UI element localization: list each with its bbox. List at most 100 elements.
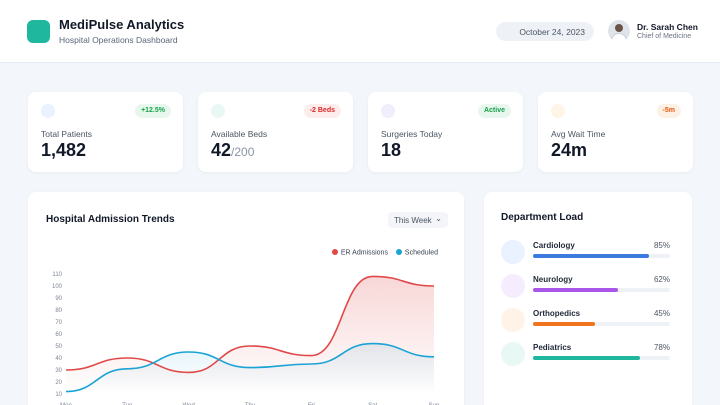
dept-progress: [533, 288, 670, 292]
y-tick-label: 20: [55, 380, 62, 386]
legend-item-scheduled[interactable]: Scheduled: [395, 249, 438, 257]
baby-icon: [501, 342, 525, 366]
app-logo[interactable]: [27, 20, 50, 43]
legend-label: ER Admissions: [340, 249, 388, 257]
stat-number: 42: [211, 140, 232, 160]
avatar[interactable]: [608, 20, 630, 42]
data-point[interactable]: [124, 355, 130, 361]
stat-number: 18: [381, 140, 402, 160]
stat-value: 18: [381, 140, 401, 161]
series-area-er: [66, 276, 434, 394]
stat-card-avg-wait-time[interactable]: -5m Avg Wait Time 24m: [538, 92, 693, 172]
dept-name: Cardiology: [533, 241, 575, 250]
top-header: MediPulse Analytics Hospital Operations …: [0, 0, 720, 63]
stat-badge: +12.5%: [135, 104, 171, 118]
range-dropdown[interactable]: This Week ⌄: [388, 212, 448, 228]
x-tick-label: Sun: [429, 403, 440, 405]
dept-row-pediatrics[interactable]: Pediatrics 78%: [501, 342, 676, 368]
y-tick-label: 100: [52, 284, 63, 290]
dept-progress-fill: [533, 254, 650, 258]
stat-label: Surgeries Today: [381, 129, 443, 139]
users-icon: [41, 104, 55, 118]
dept-progress: [533, 356, 670, 360]
data-point[interactable]: [63, 367, 69, 373]
stat-badge: Active: [477, 104, 511, 118]
data-point[interactable]: [431, 354, 437, 360]
y-tick-label: 30: [55, 368, 62, 374]
avatar-head: [615, 24, 623, 32]
dept-row-orthopedics[interactable]: Orthopedics 45%: [501, 308, 676, 334]
clock-icon: [551, 104, 565, 118]
dept-progress: [533, 322, 670, 326]
admission-trends-card: Hospital Admission Trends This Week ⌄ ER…: [28, 192, 464, 405]
dept-progress-fill: [533, 356, 640, 360]
user-name[interactable]: Dr. Sarah Chen: [637, 22, 698, 32]
y-tick-label: 40: [55, 356, 62, 362]
x-tick-label: Mon: [60, 403, 72, 405]
stat-number: 24m: [551, 140, 588, 160]
bed-icon: [211, 104, 225, 118]
data-point[interactable]: [247, 343, 253, 349]
chevron-down-icon: ⌄: [435, 214, 442, 223]
legend-dot: [331, 249, 338, 255]
user-role: Chief of Medicine: [637, 33, 692, 40]
stat-badge: -2 Beds: [303, 104, 341, 118]
department-load-card: Department Load Cardiology 85% Neurology…: [484, 192, 692, 405]
dept-progress-fill: [533, 322, 595, 326]
legend-dot: [395, 249, 402, 255]
stat-number: 1,482: [41, 140, 87, 160]
department-load-title: Department Load: [501, 212, 584, 223]
dept-pct: 85%: [653, 241, 670, 250]
series-line-scheduled[interactable]: [65, 342, 435, 393]
data-point[interactable]: [308, 353, 314, 359]
data-point[interactable]: [308, 361, 314, 367]
data-point[interactable]: [124, 366, 130, 372]
date-display[interactable]: October 24, 2023: [496, 22, 594, 41]
x-tick-label: Sat: [368, 403, 377, 405]
y-tick-label: 110: [52, 272, 62, 278]
series-line-er[interactable]: [65, 275, 435, 374]
data-point[interactable]: [186, 349, 192, 355]
dept-progress: [533, 254, 670, 258]
dept-row-neurology[interactable]: Neurology 62%: [501, 274, 676, 300]
dept-name: Neurology: [533, 275, 573, 284]
dept-row-cardiology[interactable]: Cardiology 85%: [501, 240, 676, 266]
data-point[interactable]: [247, 365, 253, 371]
stat-value: 42/200: [211, 140, 254, 161]
date-text: October 24, 2023: [519, 27, 585, 37]
y-tick-label: 90: [55, 296, 62, 302]
stat-label: Avg Wait Time: [551, 129, 606, 139]
avatar-torso: [611, 33, 627, 42]
stat-value: 1,482: [41, 140, 86, 161]
stat-card-surgeries-today[interactable]: Active Surgeries Today 18: [368, 92, 523, 172]
y-tick-label: 50: [55, 344, 62, 350]
y-tick-label: 60: [55, 332, 62, 338]
scalpel-icon: [381, 104, 395, 118]
app-subtitle: Hospital Operations Dashboard: [59, 35, 178, 45]
y-tick-label: 80: [55, 308, 62, 314]
x-tick-label: Wed: [183, 403, 195, 405]
stat-card-total-patients[interactable]: +12.5% Total Patients 1,482: [28, 92, 183, 172]
x-tick-label: Tue: [122, 403, 133, 405]
dept-pct: 45%: [653, 309, 670, 318]
data-point[interactable]: [370, 273, 376, 279]
app-title: MediPulse Analytics: [59, 17, 185, 32]
stat-suffix: /200: [231, 145, 255, 159]
data-point[interactable]: [63, 389, 69, 395]
dept-name: Orthopedics: [533, 309, 581, 318]
data-point[interactable]: [431, 283, 437, 289]
range-label: This Week: [394, 216, 432, 225]
dept-pct: 62%: [653, 275, 670, 284]
legend-item-er[interactable]: ER Admissions: [331, 249, 388, 257]
data-point[interactable]: [370, 341, 376, 347]
stat-label: Total Patients: [41, 129, 93, 139]
data-point[interactable]: [186, 369, 192, 375]
brain-icon: [501, 274, 525, 298]
y-tick-label: 70: [55, 320, 62, 326]
stat-card-available-beds[interactable]: -2 Beds Available Beds 42/200: [198, 92, 353, 172]
stat-value: 24m: [551, 140, 587, 161]
stat-badge: -5m: [656, 104, 681, 118]
dept-name: Pediatrics: [533, 343, 572, 352]
bone-icon: [501, 308, 525, 332]
x-tick-label: Fri: [308, 403, 315, 405]
